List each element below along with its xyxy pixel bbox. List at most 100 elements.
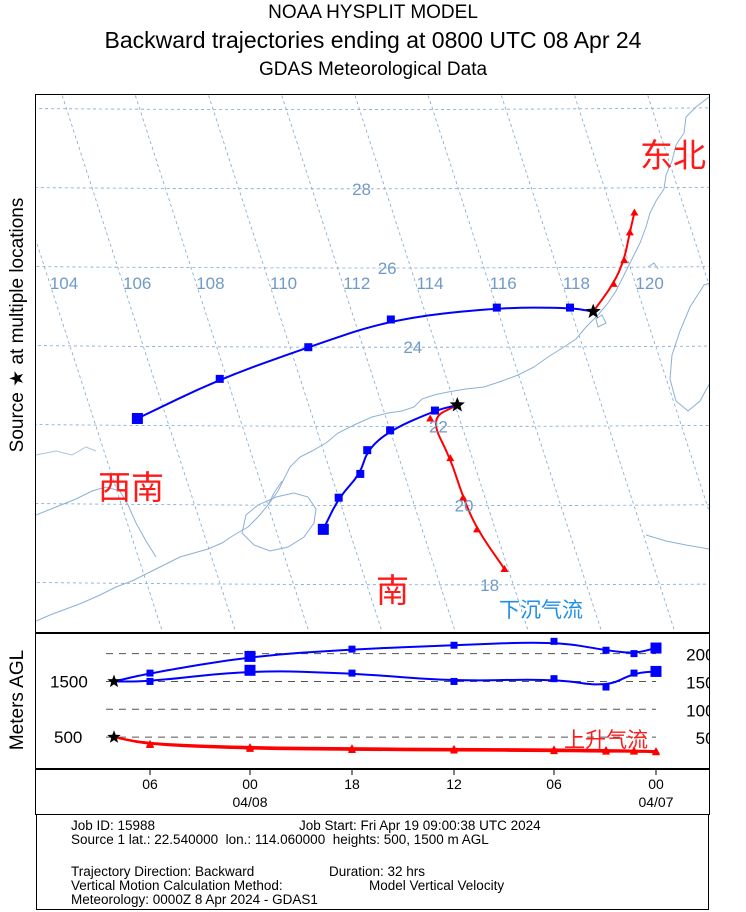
meridian-114 xyxy=(354,95,529,632)
trajectory-marker-1-4 xyxy=(356,469,365,478)
ref-label-1500: 1500 xyxy=(686,673,709,692)
lat-label-28: 28 xyxy=(352,180,371,199)
source-height-500: 500 xyxy=(54,728,82,747)
height-marker-3-5 xyxy=(550,747,558,755)
lat-label-24: 24 xyxy=(403,338,422,357)
lon-label-108: 108 xyxy=(196,274,224,293)
height-marker-0-1 xyxy=(146,669,154,677)
lon-label-118: 118 xyxy=(563,274,590,293)
trajectory-marker-3-4 xyxy=(304,343,313,352)
parallel-18 xyxy=(36,582,709,586)
lat-label-20: 20 xyxy=(455,497,474,516)
trajectory-marker-1-2 xyxy=(386,426,395,435)
source-star-shenzhen xyxy=(449,397,465,412)
height-marker-3-8 xyxy=(652,748,660,756)
lon-label-106: 106 xyxy=(123,274,151,293)
height-marker-0-2 xyxy=(244,650,256,662)
job-id: Job ID: 15988 xyxy=(71,818,156,833)
trajectory-direction: Trajectory Direction: Backward xyxy=(71,864,255,879)
height-line-1 xyxy=(113,670,657,686)
vertical-method: Vertical Motion Calculation Method: xyxy=(71,878,283,893)
annotation-northeast: 东北 xyxy=(640,137,706,174)
annotation-southwest: 西南 xyxy=(98,469,164,506)
time-label-4: 06 xyxy=(546,776,562,792)
lon-label-116: 116 xyxy=(490,274,517,293)
trajectory-line-2 xyxy=(592,212,636,313)
parallel-28 xyxy=(36,186,709,190)
height-marker-1-3 xyxy=(348,669,356,677)
lon-label-112: 112 xyxy=(343,274,370,293)
trajectory-marker-1-5 xyxy=(334,493,343,502)
map-side-label: Source ★ at multiple locations xyxy=(7,198,28,453)
trajectory-marker-2-3 xyxy=(625,228,634,236)
height-source-star-500 xyxy=(107,730,121,743)
date-label-0407: 04/07 xyxy=(638,794,673,810)
time-label-5: 00 xyxy=(648,776,664,792)
ref-label-2000: 2000 xyxy=(686,646,709,665)
job-info-box: Job ID: 15988 Job Start: Fri Apr 19 09:0… xyxy=(36,814,709,910)
source-info: Source 1 lat.: 22.540000 lon.: 114.06000… xyxy=(71,832,489,847)
meridian-110 xyxy=(208,95,383,632)
trajectory-marker-3-5 xyxy=(215,374,224,383)
lat-label-18: 18 xyxy=(480,576,499,595)
height-marker-1-7 xyxy=(630,669,638,677)
height-marker-1-1 xyxy=(146,677,154,685)
height-marker-0-4 xyxy=(450,641,458,649)
height-marker-0-3 xyxy=(348,645,356,653)
annotation-south: 南 xyxy=(376,572,409,609)
height-side-text: Meters AGL xyxy=(7,650,28,750)
trajectory-marker-2-2 xyxy=(620,256,629,264)
trajectory-duration: Duration: 32 hrs xyxy=(329,864,426,879)
meteorology: Meteorology: 0000Z 8 Apr 2024 - GDAS1 xyxy=(71,892,318,907)
height-profile-chart: 2000 1500 1000 500 1500 500 上升气流 xyxy=(50,637,709,756)
height-marker-0-6 xyxy=(602,646,610,654)
meridian-118 xyxy=(500,95,676,632)
trajectory-marker-2-4 xyxy=(630,208,639,216)
time-label-1: 00 xyxy=(242,776,258,792)
parallel-20 xyxy=(36,503,709,506)
height-marker-1-5 xyxy=(550,675,558,683)
vertical-method-value: Model Vertical Velocity xyxy=(369,878,505,893)
source-star-northeast xyxy=(585,303,601,318)
trajectory-title: Backward trajectories ending at 0800 UTC… xyxy=(104,27,642,53)
height-marker-1-2 xyxy=(244,664,256,676)
coastline xyxy=(36,96,709,622)
meridian-122 xyxy=(647,95,709,287)
meridian-116 xyxy=(427,95,603,632)
lat-label-26: 26 xyxy=(378,259,397,278)
height-marker-1-8 xyxy=(650,665,662,677)
trajectory-end-marker-3 xyxy=(131,412,143,424)
meridian-108 xyxy=(134,95,310,632)
parallel-26 xyxy=(36,266,709,269)
parallel-22 xyxy=(36,424,709,427)
trajectory-marker-2-1 xyxy=(609,279,618,287)
trajectory-marker-0-3 xyxy=(459,493,468,501)
height-source-star-1500 xyxy=(107,674,121,688)
map-side-text: Source ★ at multiple locations xyxy=(7,198,28,453)
height-marker-3-4 xyxy=(450,746,458,754)
height-marker-0-7 xyxy=(630,650,638,658)
trajectory-map: 1041061081101121141161181201222826242220… xyxy=(36,95,709,632)
trajectory-line-1 xyxy=(322,404,458,530)
trajectory-marker-1-3 xyxy=(363,446,372,455)
height-marker-3-3 xyxy=(348,745,356,753)
trajectory-marker-0-5 xyxy=(500,564,509,572)
trajectory-marker-0-2 xyxy=(446,454,455,462)
height-marker-0-5 xyxy=(550,637,558,645)
height-marker-1-6 xyxy=(602,683,610,691)
lon-label-114: 114 xyxy=(416,274,443,293)
height-profile-lines xyxy=(107,637,662,756)
source-height-1500: 1500 xyxy=(50,672,88,691)
map-grid xyxy=(36,95,709,632)
trajectory-marker-0-4 xyxy=(473,525,482,533)
trajectory-marker-3-2 xyxy=(492,303,501,312)
time-label-3: 12 xyxy=(446,776,462,792)
parallel-30 xyxy=(36,107,709,110)
map-frame xyxy=(35,94,710,633)
height-marker-3-1 xyxy=(146,740,154,748)
trajectory-lines xyxy=(131,208,639,572)
annotation-ascending: 上升气流 xyxy=(564,729,648,752)
job-start: Job Start: Fri Apr 19 09:00:38 UTC 2024 xyxy=(299,818,541,833)
time-label-0: 06 xyxy=(142,776,158,792)
